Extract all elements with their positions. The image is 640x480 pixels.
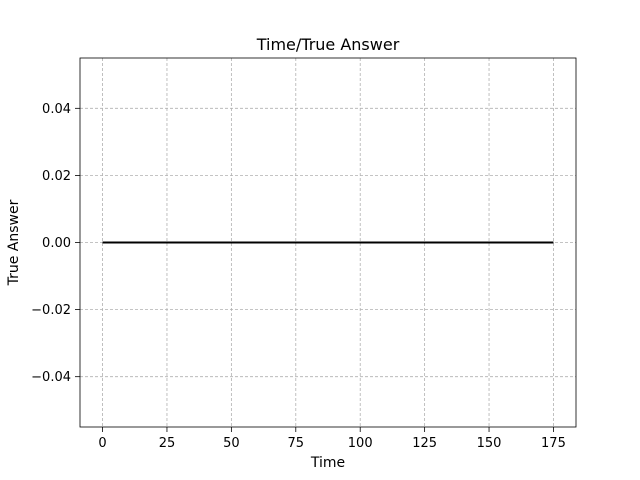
- chart-title: Time/True Answer: [256, 35, 400, 54]
- x-tick-label: 100: [348, 436, 373, 451]
- x-tick-label: 75: [288, 436, 305, 451]
- x-tick-label: 175: [541, 436, 566, 451]
- y-tick-label: 0.00: [42, 236, 71, 251]
- y-tick-label: −0.04: [31, 370, 71, 385]
- y-axis-label: True Answer: [6, 199, 22, 286]
- x-axis-label: Time: [310, 455, 345, 471]
- grid: [80, 58, 576, 427]
- x-axis-ticks: 0 25 50 75 100 125 150 175: [98, 427, 566, 451]
- y-tick-label: −0.02: [31, 303, 71, 318]
- x-tick-label: 150: [477, 436, 502, 451]
- x-tick-label: 125: [412, 436, 437, 451]
- x-tick-label: 0: [98, 436, 106, 451]
- y-axis-ticks: −0.04 −0.02 0.00 0.02 0.04: [31, 102, 80, 385]
- y-tick-label: 0.04: [42, 102, 71, 117]
- x-tick-label: 50: [223, 436, 240, 451]
- x-tick-label: 25: [159, 436, 176, 451]
- y-tick-label: 0.02: [42, 169, 71, 184]
